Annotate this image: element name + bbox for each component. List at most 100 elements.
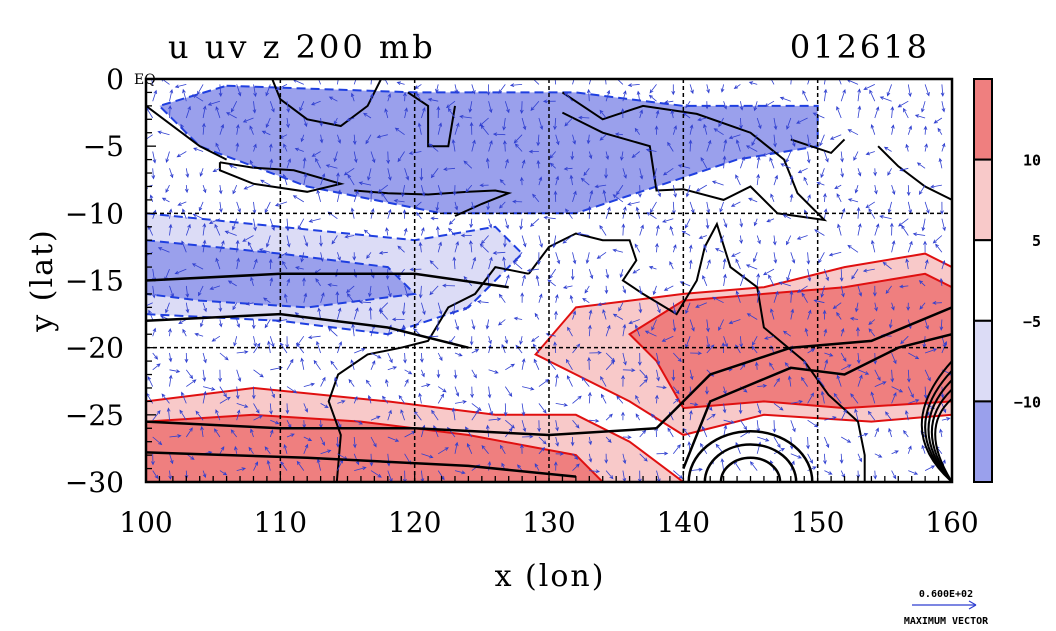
wind-vector-727: [269, 336, 275, 348]
wind-vector-1056: [151, 453, 155, 466]
wind-vector-311: [538, 176, 543, 186]
wind-vector-1112: [280, 461, 288, 471]
wind-vector-151: [261, 130, 271, 136]
wind-vector-243: [199, 168, 204, 177]
wind-vector-839: [533, 358, 540, 370]
wind-vector-921: [303, 403, 308, 413]
wind-vector-1104: [152, 470, 159, 480]
wind-vector-578: [185, 285, 190, 298]
wind-vector-1010: [185, 427, 193, 438]
wind-vector-520: [818, 252, 825, 264]
wind-vector-215: [528, 149, 539, 154]
wind-vector-106: [319, 117, 324, 127]
wind-vector-249: [302, 157, 307, 169]
wind-vector-547: [471, 256, 477, 270]
wind-vector-344: [274, 201, 288, 207]
wind-vector-290: [184, 185, 189, 194]
wind-vector-482: [181, 240, 187, 253]
wind-vector-270: [652, 168, 657, 181]
wind-vector-396: [350, 207, 355, 219]
wind-vector-530: [174, 268, 187, 275]
wind-vector-655: [672, 302, 677, 315]
wind-vector-173: [634, 127, 641, 135]
wind-vector-436: [214, 223, 221, 236]
wind-vector-822: [253, 369, 264, 378]
wind-vector-951: [807, 392, 814, 404]
wind-vector-95: [941, 101, 946, 113]
wind-vector-486: [247, 241, 254, 253]
wind-vector-779: [337, 341, 343, 354]
wind-vector-618: [857, 285, 863, 297]
wind-vector-902: [787, 375, 792, 387]
wind-vector-642: [452, 302, 456, 316]
wind-vector-1014: [250, 428, 254, 438]
wind-vector-678: [251, 319, 256, 330]
wind-vector-960: [152, 409, 161, 421]
wind-vector-819: [202, 369, 207, 382]
wind-vector-1109: [236, 467, 247, 471]
wind-vector-814: [924, 348, 938, 354]
wind-vector-569: [839, 269, 844, 282]
wind-vector-233: [840, 151, 844, 163]
wind-vector-929: [437, 393, 445, 404]
wind-vector-454: [521, 235, 527, 248]
wind-vector-238: [924, 143, 928, 152]
wind-vector-567: [807, 269, 812, 282]
wind-vector-196: [215, 142, 221, 152]
wind-vector-504: [555, 252, 561, 265]
wind-vector-579: [198, 285, 204, 297]
wind-vector-837: [505, 363, 516, 371]
wind-vector-557: [632, 268, 640, 274]
wind-vector-587: [327, 283, 338, 287]
wind-vector-775: [267, 340, 271, 354]
u-contour-0: [157, 84, 819, 215]
wind-vector-765: [900, 335, 909, 345]
wind-vector-5: [236, 84, 242, 97]
wind-vector-973: [370, 415, 381, 421]
wind-vector-565: [762, 268, 775, 276]
z-low-ring-0: [719, 456, 782, 482]
wind-vector-171: [599, 134, 607, 141]
wind-vector-283: [873, 168, 877, 177]
wind-vector-333: [906, 185, 911, 197]
wind-vector-871: [269, 386, 275, 399]
wind-vector-878: [385, 378, 389, 387]
wind-vector-950: [790, 400, 804, 404]
wind-vector-201: [294, 147, 304, 152]
wind-vector-1138: [720, 458, 725, 471]
wind-vector-653: [638, 302, 643, 314]
wind-vector-1136: [690, 467, 703, 472]
wind-vector-219: [605, 151, 610, 160]
wind-vector-981: [505, 419, 515, 429]
wind-vector-731: [327, 327, 338, 337]
wind-vector-227: [735, 139, 741, 152]
wind-vector-589: [368, 285, 372, 298]
wind-vectors: [146, 79, 952, 482]
wind-vector-784: [419, 352, 424, 363]
wind-vector-860: [890, 369, 895, 383]
wind-vector-339: [198, 201, 204, 212]
wind-vector-651: [597, 302, 607, 306]
wind-vector-1072: [421, 453, 434, 459]
wind-vector-652: [618, 302, 624, 312]
wind-vector-77: [636, 90, 641, 102]
wind-vector-393: [297, 218, 305, 230]
wind-vector-1022: [387, 436, 400, 442]
wind-vector-118: [521, 117, 527, 131]
wind-vector-1096: [823, 453, 827, 465]
wind-vector-303: [401, 185, 405, 198]
wind-vector-791: [532, 343, 540, 354]
wind-vector-1126: [517, 464, 523, 471]
wind-vector-192: [152, 151, 157, 164]
wind-vector-1082: [588, 453, 593, 463]
wind-vector-782: [387, 352, 393, 364]
wind-vector-319: [672, 185, 677, 198]
wind-vector-440: [286, 235, 291, 248]
wind-vector-975: [400, 409, 405, 421]
wind-vector-833: [436, 369, 441, 379]
wind-vector-799: [673, 352, 682, 363]
wind-vector-141: [903, 107, 909, 119]
wind-vector-1004: [885, 411, 892, 421]
wind-vector-373: [770, 193, 775, 203]
wind-vector-866: [186, 379, 197, 387]
